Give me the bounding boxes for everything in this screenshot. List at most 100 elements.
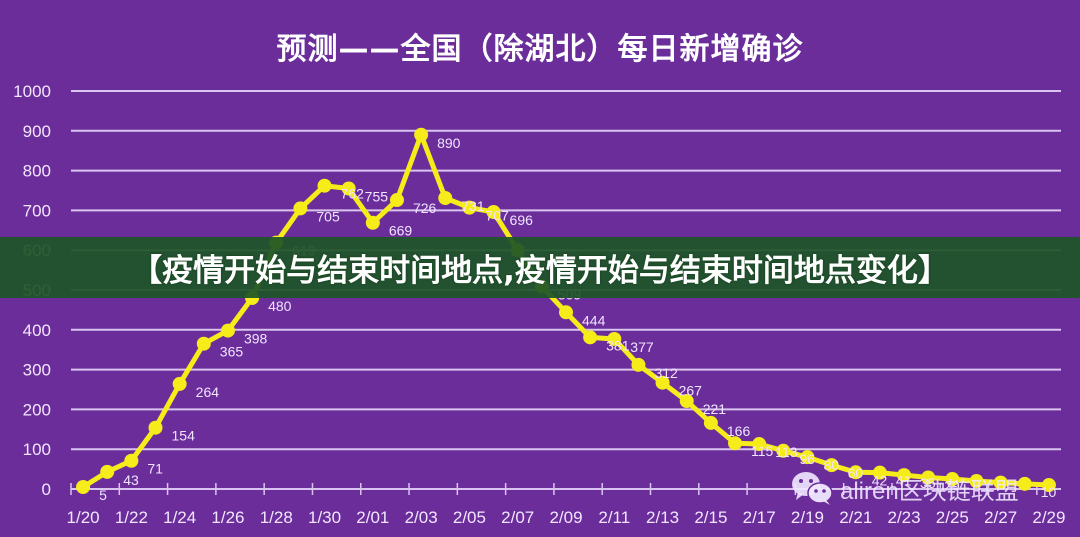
data-point <box>293 201 308 216</box>
data-point <box>969 474 984 489</box>
data-point <box>462 200 477 215</box>
data-label: 377 <box>630 339 654 355</box>
data-label: 398 <box>244 331 268 347</box>
data-point <box>100 464 115 479</box>
x-tick-label: 1/28 <box>260 508 293 527</box>
data-label: 707 <box>485 208 509 224</box>
y-tick-label: 900 <box>23 122 51 141</box>
data-label: 755 <box>365 189 389 205</box>
y-tick-label: 700 <box>23 201 51 220</box>
data-point <box>848 465 863 480</box>
data-label: 96 <box>799 451 815 467</box>
data-point <box>703 415 718 430</box>
data-point <box>1017 476 1032 491</box>
data-point <box>583 330 598 345</box>
data-label: 480 <box>268 298 292 314</box>
y-tick-label: 800 <box>23 162 51 181</box>
x-tick-label: 1/22 <box>115 508 148 527</box>
x-tick-label: 1/26 <box>211 508 244 527</box>
x-tick-label: 2/15 <box>694 508 727 527</box>
data-point <box>220 323 235 338</box>
banner-text: 【疫情开始与结束时间地点,疫情开始与结束时间地点变化】 <box>131 253 949 289</box>
y-tick-label: 100 <box>23 440 51 459</box>
data-point <box>631 357 646 372</box>
data-point <box>752 437 767 452</box>
x-axis: 1/20 1/22 1/24 1/26 1/28 1/30 2/01 2/03 2/05 2/07… <box>67 483 1065 527</box>
overlay-banner: 【疫情开始与结束时间地点,疫情开始与结束时间地点变化】 <box>0 237 1080 298</box>
x-tick-label: 1/30 <box>308 508 341 527</box>
data-label: 312 <box>654 365 678 381</box>
data-point <box>196 336 211 351</box>
data-label: 221 <box>703 401 727 417</box>
data-point <box>824 458 839 473</box>
x-tick-label: 2/09 <box>549 508 582 527</box>
data-label: 890 <box>437 135 461 151</box>
x-tick-label: 2/13 <box>646 508 679 527</box>
data-point <box>679 394 694 409</box>
data-point <box>872 465 887 480</box>
data-point <box>1041 478 1056 493</box>
data-point <box>148 420 163 435</box>
x-tick-label: 2/25 <box>936 508 969 527</box>
x-tick-label: 2/11 <box>598 508 630 527</box>
x-tick-label: 2/05 <box>453 508 486 527</box>
x-tick-label: 1/24 <box>163 508 196 527</box>
data-label: 10 <box>1041 484 1057 500</box>
data-point <box>945 472 960 487</box>
data-point <box>776 443 791 458</box>
data-label: 365 <box>220 344 244 360</box>
x-tick-label: 2/07 <box>501 508 534 527</box>
data-point <box>897 468 912 483</box>
data-label: 705 <box>316 208 340 224</box>
data-label: 5 <box>99 487 107 503</box>
x-tick-label: 2/27 <box>984 508 1017 527</box>
x-tick-label: 2/19 <box>791 508 824 527</box>
data-series <box>76 127 1056 495</box>
data-label: 80 <box>823 457 839 473</box>
data-labels: 5437115426436539848061970576275566972689… <box>99 135 1056 503</box>
data-point <box>559 305 573 320</box>
data-label: 726 <box>413 200 437 216</box>
y-tick-label: 400 <box>23 321 51 340</box>
y-tick-label: 0 <box>42 480 51 499</box>
x-tick-label: 2/01 <box>356 508 389 527</box>
data-point <box>728 436 743 451</box>
data-point <box>607 331 622 346</box>
x-tick-label: 2/03 <box>405 508 438 527</box>
data-point <box>414 127 429 142</box>
data-label: 42 <box>872 472 888 488</box>
wechat-icon <box>790 470 834 506</box>
data-label: 43 <box>123 472 139 488</box>
data-label: 41 <box>896 473 912 489</box>
data-point <box>486 204 501 219</box>
data-point <box>341 181 356 196</box>
data-label: 696 <box>510 212 534 228</box>
data-point <box>317 178 332 193</box>
x-tick-label: 1/20 <box>67 508 100 527</box>
data-label: 71 <box>147 461 163 477</box>
data-point <box>800 450 815 465</box>
data-point <box>172 376 187 391</box>
data-point <box>124 453 139 468</box>
data-label: 669 <box>389 223 413 239</box>
chart-title: 预测——全国（除湖北）每日新增确诊 <box>276 32 804 67</box>
data-label: 381 <box>606 337 630 353</box>
data-point <box>993 475 1008 490</box>
data-label: 762 <box>341 186 365 202</box>
data-point <box>389 193 404 208</box>
data-point <box>76 480 91 495</box>
data-label: 115 <box>751 443 774 459</box>
data-label: 154 <box>172 428 196 444</box>
data-label: 166 <box>727 423 751 439</box>
data-label: 444 <box>582 312 606 328</box>
data-point <box>921 470 936 485</box>
data-label: 60 <box>848 465 864 481</box>
data-point <box>655 375 670 390</box>
data-label: 731 <box>461 198 485 214</box>
y-tick-label: 1000 <box>13 82 51 101</box>
y-tick-label: 300 <box>23 361 51 380</box>
x-tick-label: 2/21 <box>839 508 872 527</box>
watermark-text: aliren区块链联盟 <box>840 477 1019 505</box>
watermark: aliren区块链联盟 <box>790 470 1019 506</box>
data-label: 264 <box>196 384 220 400</box>
